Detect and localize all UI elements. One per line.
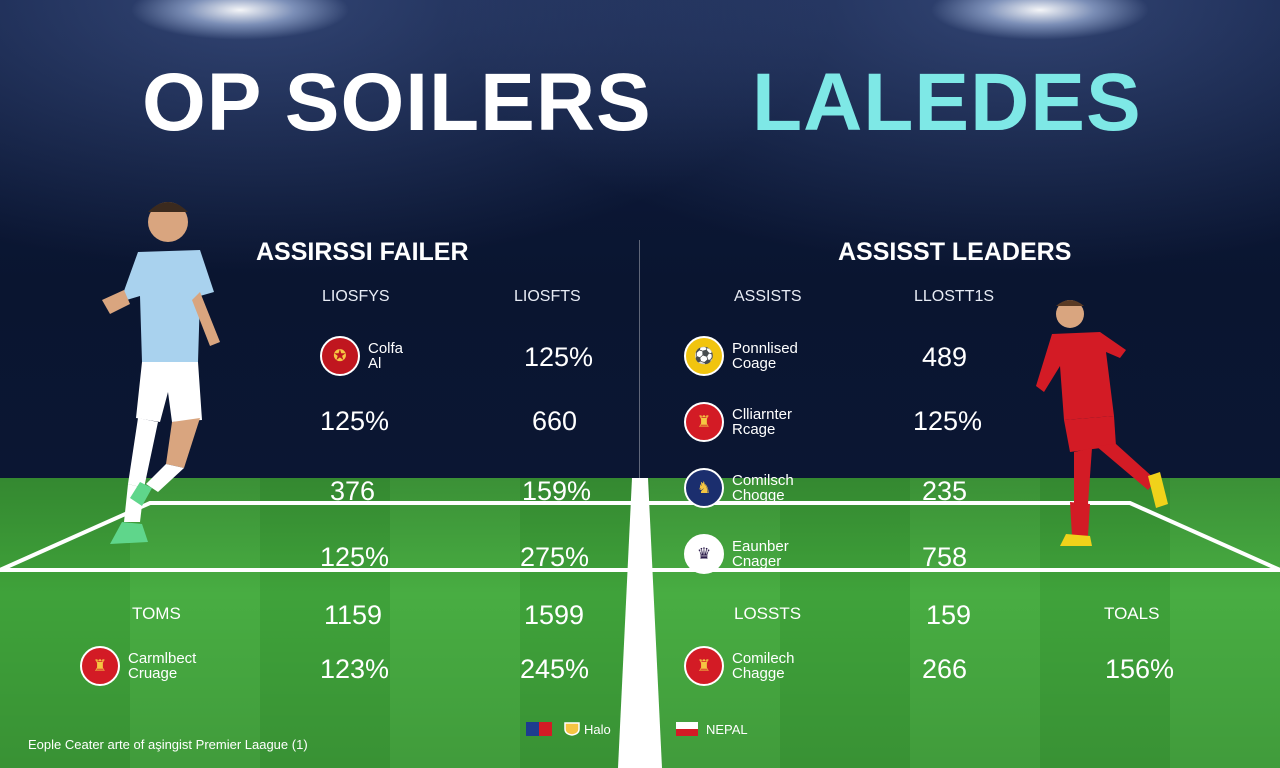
team-name: Carmlbect Cruage <box>128 650 197 682</box>
row-label-center: LOSSTS <box>734 604 802 623</box>
footer-caption: Eople Ceater arte of aşingist Premier La… <box>28 737 308 752</box>
right-team-row-2: ♜ Clliarnter Rcage <box>684 402 842 442</box>
club-crest-icon: ♞ <box>684 468 724 508</box>
stat-value: 125% <box>913 406 983 436</box>
row-label-right: TOALS <box>1104 604 1160 623</box>
stat-value: 159 <box>926 600 972 630</box>
stat-value: 125% <box>320 406 390 436</box>
stat-value: 275% <box>520 542 590 572</box>
team-name: Eaunber Cnager <box>732 538 789 570</box>
panel-divider <box>639 240 640 478</box>
stat-value: 125% <box>524 342 594 372</box>
team-name: Comilech Chagge <box>732 650 795 682</box>
left-col1-header: LIOSFYS <box>322 288 390 305</box>
player-left-illustration <box>102 202 220 544</box>
player-right-illustration <box>1036 300 1168 546</box>
right-team-row-1: ⚽ Ponnlised Coage <box>684 336 842 376</box>
club-crest-icon: ♛ <box>684 534 724 574</box>
right-section-title: ASSISST LEADERS <box>838 238 1072 266</box>
team-name: Clliarnter Rcage <box>732 406 793 438</box>
club-crest-icon: ♜ <box>684 402 724 442</box>
flag-icon <box>676 722 698 736</box>
stat-value: 1599 <box>524 600 585 630</box>
stat-value: 123% <box>320 654 390 684</box>
club-crest-icon: ♜ <box>80 646 120 686</box>
club-crest-icon: ✪ <box>320 336 360 376</box>
stat-value: 758 <box>922 542 968 572</box>
team-name: Colfa Al <box>368 340 404 372</box>
left-team-row-1: ✪ Colfa Al <box>320 336 478 376</box>
right-team-row-4: ♛ Eaunber Cnager <box>684 534 842 574</box>
flag-icon <box>526 722 552 736</box>
left-section-title: ASSIRSSI FAILER <box>256 238 469 266</box>
stat-value: 376 <box>330 476 376 506</box>
headline-right: LALEDES <box>752 57 1142 148</box>
stat-value: 245% <box>520 654 590 684</box>
club-crest-icon: ⚽ <box>684 336 724 376</box>
stat-value: 159% <box>522 476 592 506</box>
stat-value: 266 <box>922 654 968 684</box>
team-name: Comilsch Chogge <box>732 472 794 504</box>
pitch-markings <box>0 478 1280 768</box>
right-team-row-3: ♞ Comilsch Chogge <box>684 468 842 508</box>
stat-value: 660 <box>532 406 578 436</box>
flag-label: NEPAL <box>706 722 748 737</box>
flag-label: Halo <box>584 722 611 737</box>
stat-value: 1159 <box>324 600 383 630</box>
stat-value: 156% <box>1105 654 1175 684</box>
bottom-left-team: ♜ Carmlbect Cruage <box>80 646 238 686</box>
row-label-left: TOMS <box>132 604 181 623</box>
bottom-right-team: ♜ Comilech Chagge <box>684 646 842 686</box>
left-col2-header: LIOSFTS <box>514 288 581 305</box>
stat-value: 489 <box>922 342 968 372</box>
shield-flag-icon <box>564 722 580 736</box>
stat-value: 235 <box>922 476 968 506</box>
right-col2-header: LLOSTT1S <box>914 288 995 305</box>
right-col1-header: ASSISTS <box>734 288 802 305</box>
club-crest-icon: ♜ <box>684 646 724 686</box>
headline-left: OP SOILERS <box>142 57 652 148</box>
team-name: Ponnlised Coage <box>732 340 798 372</box>
stat-value: 125% <box>320 542 390 572</box>
